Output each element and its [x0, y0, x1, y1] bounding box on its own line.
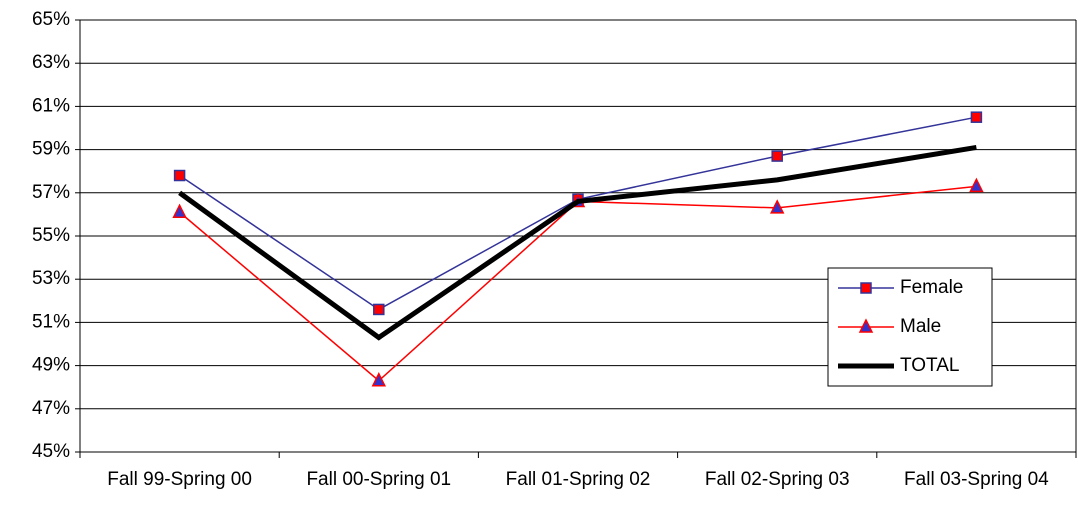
x-tick-label: Fall 00-Spring 01	[306, 469, 451, 490]
point	[771, 150, 783, 162]
point	[970, 111, 983, 123]
y-tick-label: 53%	[32, 268, 70, 289]
point	[769, 199, 785, 214]
y-tick-label: 61%	[32, 95, 70, 116]
x-tick-label: Fall 01-Spring 02	[506, 469, 651, 490]
series-line	[178, 144, 977, 341]
y-tick-label: 47%	[32, 398, 70, 419]
legend-label: Female	[900, 277, 963, 298]
point	[172, 203, 187, 218]
y-tick-label: 65%	[32, 9, 70, 30]
x-tick-label: Fall 02-Spring 03	[705, 469, 850, 490]
y-tick-label: 55%	[32, 225, 70, 246]
point	[969, 177, 984, 193]
legend-marker	[860, 282, 872, 294]
point	[371, 372, 387, 387]
legend-marker	[858, 318, 874, 333]
y-tick-label: 49%	[32, 355, 70, 376]
x-tick-label: Fall 03-Spring 04	[904, 469, 1049, 490]
point	[173, 169, 186, 182]
legend-label: Male	[900, 316, 941, 337]
legend-label: TOTAL	[900, 355, 959, 376]
y-tick-label: 51%	[32, 311, 70, 332]
y-tick-label: 57%	[32, 182, 70, 203]
y-tick-label: 45%	[32, 441, 70, 462]
x-tick-label: Fall 99-Spring 00	[107, 469, 252, 490]
y-tick-label: 59%	[32, 139, 70, 160]
point	[373, 303, 385, 316]
y-tick-label: 63%	[32, 52, 70, 73]
